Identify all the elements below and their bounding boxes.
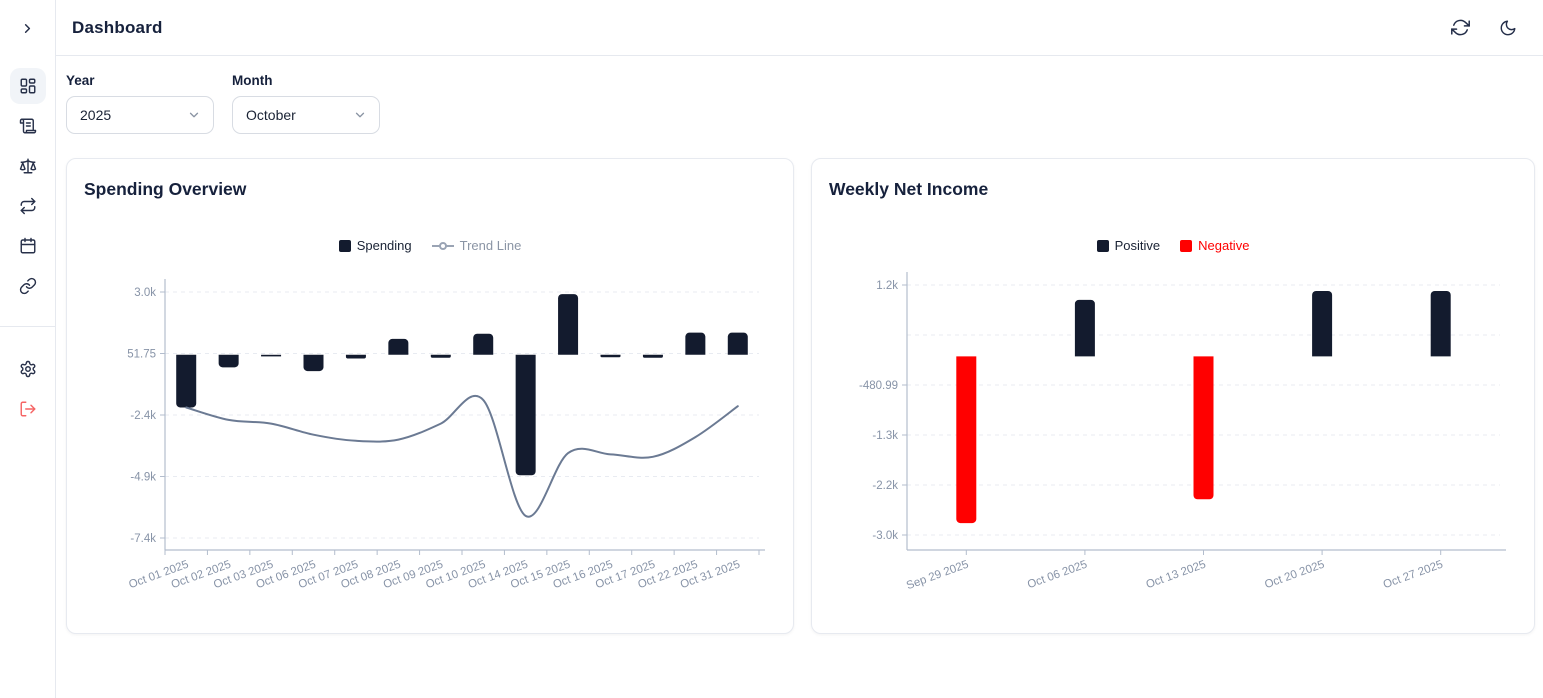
sidebar-item-links[interactable] [10, 268, 46, 304]
sidebar-item-balance[interactable] [10, 148, 46, 184]
x-axis-label: Sep 29 2025 [905, 559, 970, 593]
refresh-icon [1450, 18, 1470, 37]
bar-oct-02-2025[interactable] [218, 354, 239, 368]
legend-swatch-negative [1180, 239, 1193, 252]
bar-oct-13-2025[interactable] [1193, 356, 1214, 500]
scales-icon [19, 157, 37, 175]
header-actions [1449, 17, 1519, 39]
legend-item-spending[interactable]: Spending [338, 238, 412, 253]
bar-oct-03-2025[interactable] [261, 354, 282, 357]
spending-overview-title: Spending Overview [84, 179, 247, 199]
weekly-net-income-chart: 1.2k -480.99 -1.3k -2.2k -3.0k Sep 29 2025 Oct… [859, 272, 1506, 593]
sidebar-bottom-nav [10, 351, 46, 427]
sidebar-item-transactions[interactable] [10, 108, 46, 144]
year-label: Year [66, 73, 95, 88]
top-header: Dashboard [56, 0, 1543, 56]
y-axis-label: -7.4k [130, 533, 156, 545]
y-axis-label: -480.99 [859, 380, 898, 392]
x-axis-label: Oct 20 2025 [1263, 559, 1326, 592]
trend-line-path[interactable] [185, 394, 739, 518]
sidebar-item-calendar[interactable] [10, 228, 46, 264]
gear-icon [19, 360, 37, 378]
bar-oct-16-2025[interactable] [600, 354, 621, 358]
month-select-value: October [246, 107, 296, 123]
calendar-icon [19, 237, 37, 255]
content-area: Year 2025 Month October [56, 56, 1543, 634]
bar-sep-29-2025[interactable] [956, 356, 977, 524]
weekly-net-income-card: Weekly Net Income Positive Negative 1.2k -… [811, 158, 1535, 634]
y-axis-label: 1.2k [876, 280, 898, 292]
legend-label: Negative [1198, 238, 1250, 253]
sidebar-expand-button[interactable] [14, 14, 42, 42]
spending-chart-legend: Spending Trend Line [67, 238, 793, 253]
chevron-down-icon [353, 108, 367, 122]
scroll-icon [19, 117, 37, 135]
sidebar-item-settings[interactable] [10, 351, 46, 387]
bar-oct-20-2025[interactable] [1312, 290, 1333, 357]
year-select[interactable]: 2025 [66, 96, 214, 134]
moon-icon [1499, 19, 1517, 37]
logout-icon [19, 400, 37, 418]
filters-row: Year 2025 Month October [66, 73, 1535, 134]
legend-item-positive[interactable]: Positive [1096, 238, 1161, 253]
legend-label: Positive [1114, 238, 1161, 253]
legend-item-trend-line[interactable]: Trend Line [431, 238, 522, 253]
bar-oct-17-2025[interactable] [642, 354, 663, 358]
income-chart-legend: Positive Negative [812, 238, 1534, 253]
y-axis-label: -3.0k [872, 530, 898, 542]
trend-line-legend-marker [431, 241, 454, 250]
main-area: Dashboard Year [56, 0, 1543, 698]
bar-oct-22-2025[interactable] [685, 332, 706, 355]
bar-oct-27-2025[interactable] [1430, 290, 1451, 357]
weekly-net-income-title: Weekly Net Income [829, 179, 989, 199]
bar-oct-06-2025[interactable] [303, 354, 324, 372]
y-axis-label: -4.9k [130, 472, 156, 484]
sidebar-item-recurring[interactable] [10, 188, 46, 224]
sidebar-item-logout[interactable] [10, 391, 46, 427]
bar-oct-06-2025[interactable] [1074, 299, 1095, 357]
bar-oct-15-2025[interactable] [558, 294, 579, 355]
chevron-right-icon [20, 21, 35, 36]
y-axis-label: 3.0k [134, 287, 156, 299]
x-axis-label: Oct 13 2025 [1145, 559, 1208, 592]
sidebar [0, 0, 56, 698]
y-axis-label: -2.2k [872, 480, 898, 492]
month-label: Month [232, 73, 273, 88]
page-title: Dashboard [72, 17, 163, 37]
legend-item-negative[interactable]: Negative [1180, 238, 1249, 253]
year-select-value: 2025 [80, 107, 112, 123]
theme-toggle-button[interactable] [1497, 17, 1519, 39]
x-axis-label: Oct 06 2025 [1026, 559, 1089, 592]
bar-oct-10-2025[interactable] [473, 333, 494, 355]
legend-label: Trend Line [459, 238, 522, 253]
bar-oct-07-2025[interactable] [345, 354, 366, 359]
y-axis-label: -1.3k [872, 430, 898, 442]
bar-oct-31-2025[interactable] [727, 332, 748, 355]
dashboard-grid-icon [19, 77, 37, 95]
legend-swatch-spending [338, 239, 351, 252]
bar-oct-01-2025[interactable] [176, 354, 197, 408]
year-filter-group: Year 2025 [66, 73, 214, 134]
legend-label: Spending [356, 238, 412, 253]
spending-overview-card: Spending Overview Spending Trend Line 3.0… [66, 158, 794, 634]
sidebar-divider [0, 326, 56, 327]
month-select[interactable]: October [232, 96, 380, 134]
bar-oct-14-2025[interactable] [515, 354, 536, 476]
link-icon [19, 277, 37, 295]
bar-oct-09-2025[interactable] [430, 354, 451, 358]
y-axis-label: 51.75 [127, 349, 156, 361]
bar-oct-08-2025[interactable] [388, 338, 409, 355]
sidebar-nav [9, 68, 46, 304]
y-axis-label: -2.4k [130, 410, 156, 422]
repeat-icon [19, 197, 37, 215]
month-filter-group: Month October [232, 73, 380, 134]
cards-row: Spending Overview Spending Trend Line 3.0… [66, 158, 1535, 634]
sidebar-item-dashboard[interactable] [9, 68, 46, 104]
chevron-down-icon [187, 108, 201, 122]
refresh-button[interactable] [1449, 17, 1471, 39]
x-axis-label: Oct 27 2025 [1382, 559, 1445, 592]
legend-swatch-positive [1096, 239, 1109, 252]
